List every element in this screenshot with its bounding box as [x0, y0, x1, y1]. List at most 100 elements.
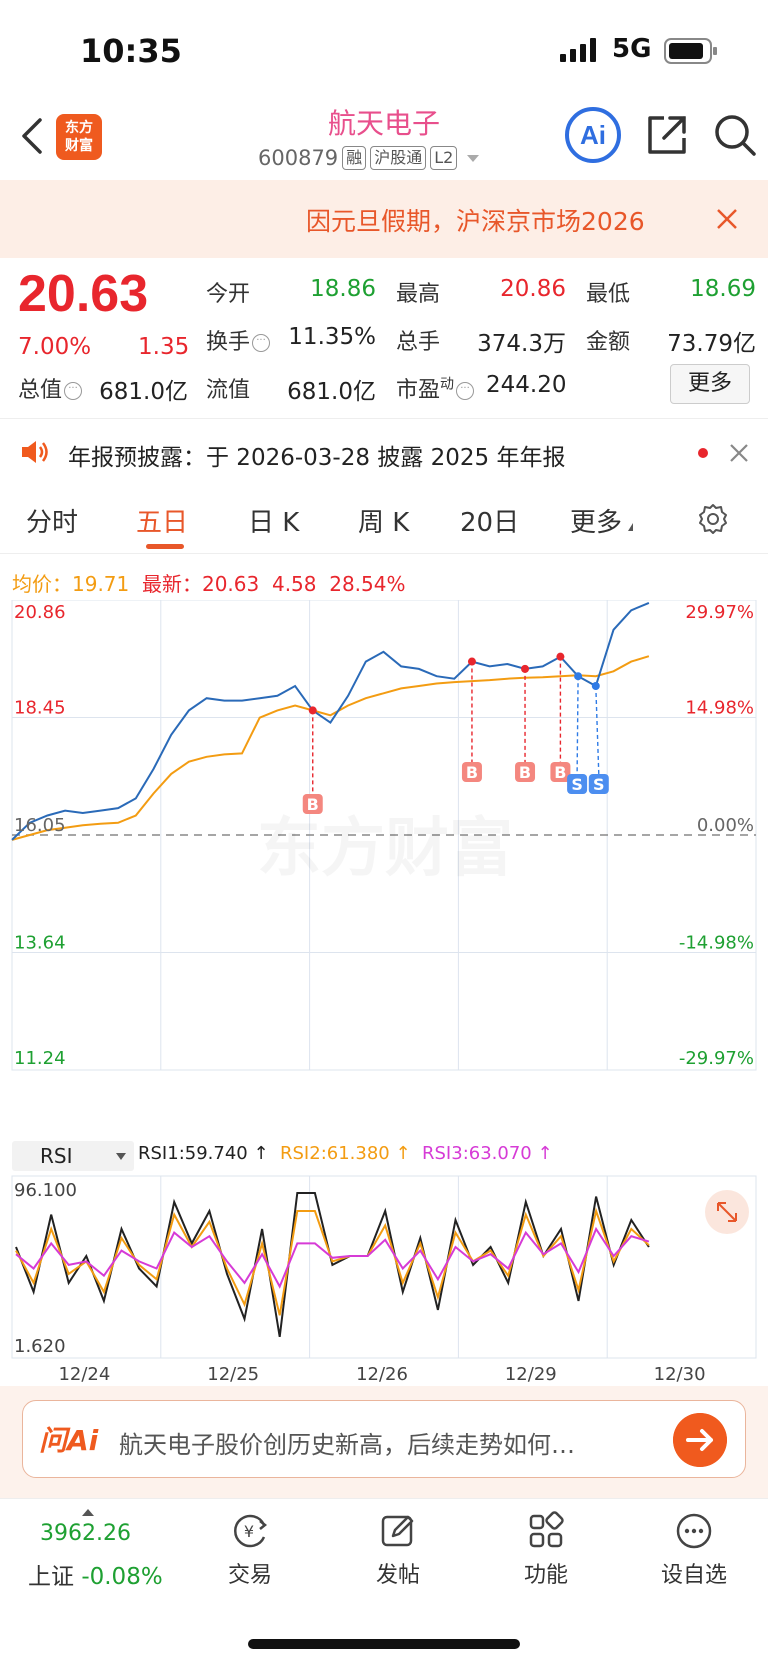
volume-label: 总手 [396, 330, 441, 355]
marker-line [576, 676, 579, 775]
expand-icon[interactable] [705, 1190, 749, 1234]
caret-up-icon[interactable] [82, 1509, 94, 1516]
y-tick-right: 14.98% [685, 698, 754, 719]
five-day-chart[interactable]: 东方财富 BB B BS S 20.8618.4516.0513.6411.2429.… [0, 600, 768, 1390]
announcement-bar[interactable]: 年报预披露：于 2026-03-28 披露 2025 年年报 [0, 420, 768, 486]
price-series [11, 601, 650, 841]
ask-ai-bar[interactable]: 问Ai 航天电子股价创历史新高，后续走势如何… [22, 1400, 746, 1478]
low-label: 最低 [586, 282, 631, 307]
ai-assistant-icon[interactable]: Ai [564, 106, 622, 164]
more-dots-icon [676, 1513, 712, 1549]
y-tick-left: 18.45 [14, 698, 66, 719]
rsi1-value: RSI1:59.740 ↑ [138, 1143, 269, 1164]
stock-code-row[interactable]: 600879 融 沪股通 L2 [258, 146, 480, 170]
tag-connect: 沪股通 [370, 146, 427, 170]
notice-text: 因元旦假期，沪深京市场2026 [306, 207, 645, 236]
x-tick: 12/29 [505, 1364, 557, 1385]
marker-dot [467, 657, 476, 666]
info-icon: ··· [64, 382, 83, 400]
y-tick-right: 0.00% [697, 815, 754, 836]
nav-functions-label: 功能 [523, 1563, 568, 1588]
app-logo[interactable]: 东方财富 [56, 114, 102, 160]
latest-value: 20.63 [201, 572, 260, 596]
tab-daily-k[interactable]: 日 K [248, 508, 300, 538]
mktcap-value: 681.0亿 [99, 379, 188, 405]
marker-label: B [466, 763, 478, 782]
y-tick-left: 20.86 [14, 602, 66, 623]
info-icon: ··· [252, 334, 271, 352]
buy-marker: B [461, 657, 482, 782]
nav-add-watchlist[interactable]: 设自选 [644, 1511, 744, 1589]
turnover-label[interactable]: 换手 ··· [206, 324, 271, 356]
tab-weekly-k[interactable]: 周 K [358, 508, 410, 538]
volume-value: 374.3万 [477, 331, 566, 357]
speaker-icon [22, 441, 48, 463]
marker-label: S [593, 775, 605, 794]
rsi-tick-top: 96.100 [14, 1180, 77, 1201]
nav-functions[interactable]: 功能 [496, 1511, 596, 1589]
chart-period-tabs: 分时 五日 日 K 周 K 20日 更多 [0, 488, 768, 554]
tab-more-label: 更多 [570, 508, 623, 538]
marker-label: S [571, 775, 583, 794]
y-tick-right: -14.98% [679, 933, 754, 954]
arrow-right-icon[interactable] [673, 1413, 727, 1467]
search-icon[interactable] [712, 112, 758, 158]
pe-label[interactable]: 市盈动 ··· [396, 372, 475, 404]
buy-marker: B [550, 652, 571, 782]
marker-dot [556, 652, 565, 661]
chevron-down-icon [467, 154, 480, 162]
tab-more[interactable]: 更多 [570, 502, 634, 539]
share-icon[interactable] [644, 112, 690, 158]
tab-five-day[interactable]: 五日 [136, 508, 189, 538]
index-name[interactable]: 上证 -0.08% [28, 1557, 163, 1591]
marker-dot [521, 664, 530, 673]
nav-trade[interactable]: ¥ 交易 [200, 1511, 300, 1589]
home-indicator [248, 1639, 520, 1649]
rsi2-line [15, 1207, 650, 1316]
y-tick-right: -29.97% [679, 1048, 754, 1069]
avg-price-line [11, 655, 650, 841]
nav-post[interactable]: 发帖 [348, 1511, 448, 1589]
ask-ai-logo: 问Ai [39, 1424, 99, 1457]
active-tab-indicator [146, 544, 184, 549]
x-tick: 12/30 [654, 1364, 706, 1385]
y-tick-right: 29.97% [685, 602, 754, 623]
index-value[interactable]: 3962.26 [40, 1521, 131, 1546]
y-tick-left: 11.24 [14, 1048, 66, 1069]
stock-header: 东方财富 航天电子 600879 融 沪股通 L2 Ai [0, 100, 768, 180]
tab-twenty-day[interactable]: 20日 [460, 508, 520, 538]
nav-trade-label: 交易 [227, 1563, 272, 1588]
mktcap-label[interactable]: 总值 ··· [18, 372, 83, 404]
stock-name[interactable]: 航天电子 [327, 107, 440, 140]
trade-markers: BB B BS S [302, 652, 609, 814]
close-icon[interactable] [728, 442, 750, 464]
back-arrow-icon[interactable] [20, 116, 44, 156]
sell-marker: S [567, 672, 588, 794]
pe-label-text: 市盈 [396, 378, 441, 403]
holiday-notice-banner[interactable]: 因元旦假期，沪深京市场2026 [0, 180, 768, 258]
turnover-label-text: 换手 [206, 330, 251, 355]
rsi-values: RSI1:59.740 ↑ RSI2:61.380 ↑ RSI3:63.070 … [138, 1143, 553, 1164]
avg-label: 均价： [12, 572, 72, 596]
tab-intraday[interactable]: 分时 [26, 508, 79, 538]
more-quote-button[interactable]: 更多 [670, 364, 750, 404]
change-percent: 7.00% [18, 334, 92, 360]
buy-marker: B [302, 706, 323, 814]
float-label: 流值 [206, 378, 251, 403]
rsi-header: RSI RSI1:59.740 ↑ RSI2:61.380 ↑ RSI3:63.… [12, 1141, 768, 1171]
indicator-select[interactable]: RSI [12, 1141, 134, 1171]
pe-superscript: 动 [440, 376, 455, 393]
pe-value: 244.20 [486, 372, 567, 398]
stock-code: 600879 [258, 146, 339, 170]
open-label: 今开 [206, 282, 251, 307]
gear-icon[interactable] [696, 502, 730, 536]
indicator-selected: RSI [40, 1144, 73, 1168]
latest-label: 最新： [141, 572, 202, 596]
bottom-nav: 3962.26 上证 -0.08% ¥ 交易 发帖 功能 设自选 [0, 1498, 768, 1663]
trade-icon: ¥ [234, 1514, 268, 1548]
amount-value: 73.79亿 [667, 331, 756, 357]
caret-icon [628, 523, 634, 531]
sell-marker: S [588, 681, 609, 794]
close-icon[interactable] [712, 204, 742, 234]
amount-label: 金额 [586, 330, 631, 355]
